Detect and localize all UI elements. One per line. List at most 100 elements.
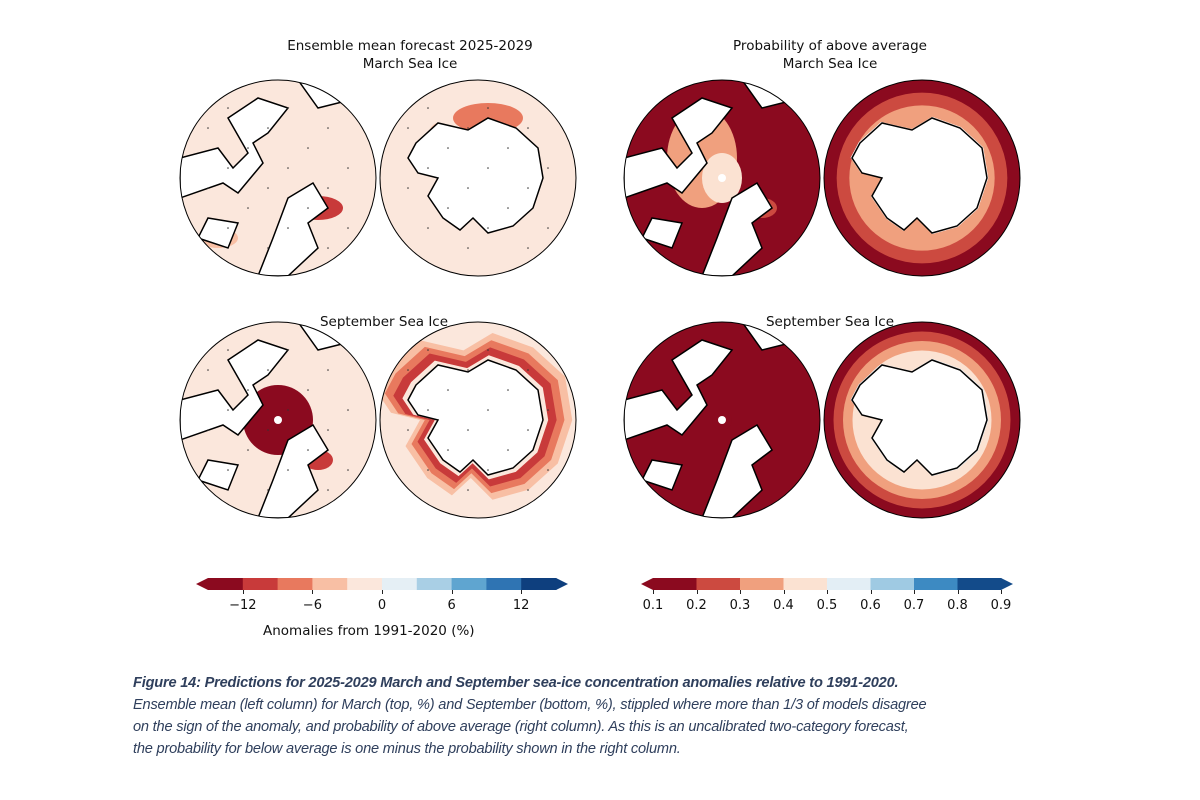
stipple-dot bbox=[547, 227, 549, 229]
colorbar-bin bbox=[827, 578, 871, 590]
colorbar-tick bbox=[242, 590, 244, 594]
title-line: Probability of above average bbox=[733, 38, 927, 54]
colorbar-swatches bbox=[196, 578, 568, 590]
colorbar-tick bbox=[957, 590, 959, 594]
colorbar-bin bbox=[653, 578, 697, 590]
land-outline bbox=[196, 459, 240, 491]
land-outline bbox=[640, 217, 684, 249]
map-border bbox=[379, 79, 577, 277]
colorbar-bin bbox=[696, 578, 741, 590]
polar-map-panel bbox=[380, 322, 576, 518]
colorbar-extend-max bbox=[1001, 578, 1013, 590]
stipple-dot bbox=[307, 207, 309, 209]
colorbar-tick bbox=[451, 590, 453, 594]
right-column-title: Probability of above average March Sea I… bbox=[630, 37, 1030, 73]
colorbar-bin bbox=[208, 578, 244, 590]
map-border bbox=[623, 79, 821, 277]
colorbar-tick bbox=[653, 590, 654, 594]
colorbar-bin bbox=[242, 578, 279, 590]
colorbar-extend-min bbox=[641, 578, 653, 590]
stipple-dot bbox=[427, 227, 429, 229]
stipple-dot bbox=[307, 147, 309, 149]
polar-map-panel bbox=[180, 322, 376, 518]
stipple-dot bbox=[287, 409, 289, 411]
stipple-dot bbox=[227, 349, 229, 351]
colorbar-tick bbox=[740, 590, 741, 594]
land-outline bbox=[180, 339, 290, 442]
stipple-dot bbox=[547, 469, 549, 471]
stipple-dot bbox=[527, 369, 529, 371]
stipple-dot bbox=[427, 107, 429, 109]
map-border bbox=[179, 79, 377, 277]
colorbar-bin bbox=[347, 578, 383, 590]
left-bottom-title: September Sea Ice bbox=[319, 314, 449, 330]
stipple-dot bbox=[347, 167, 349, 169]
stipple-dot bbox=[507, 147, 509, 149]
stipple-dot bbox=[287, 167, 289, 169]
stipple-dot bbox=[487, 469, 489, 471]
colorbar-bin bbox=[783, 578, 828, 590]
caption-line: Ensemble mean (left column) for March (t… bbox=[133, 697, 927, 713]
colorbar-bin bbox=[312, 578, 348, 590]
land-outline bbox=[700, 181, 773, 276]
land-outline bbox=[180, 97, 290, 200]
stipple-dot bbox=[467, 429, 469, 431]
stipple-dot bbox=[427, 469, 429, 471]
stipple-dot bbox=[527, 489, 529, 491]
stipple-dot bbox=[267, 489, 269, 491]
colorbar-tick bbox=[1001, 590, 1002, 594]
anomaly-colorbar: −12 −6 0 6 12 bbox=[196, 578, 568, 638]
polar-map-panel bbox=[624, 80, 820, 276]
stipple-dot bbox=[327, 429, 329, 431]
stipple-dot bbox=[267, 247, 269, 249]
stipple-dot bbox=[207, 429, 209, 431]
colorbar-tick-label: 0.3 bbox=[729, 598, 751, 613]
stipple-dot bbox=[447, 389, 449, 391]
polar-map-panel bbox=[824, 80, 1020, 276]
colorbar-tick-label: 12 bbox=[512, 598, 530, 613]
colorbar-bin bbox=[957, 578, 1002, 590]
caption-line: the probability for below average is one… bbox=[133, 741, 681, 757]
stipple-dot bbox=[527, 247, 529, 249]
stipple-dot bbox=[487, 409, 489, 411]
stipple-dot bbox=[247, 207, 249, 209]
probability-colorbar: 0.1 0.2 0.3 0.4 0.5 0.6 0.7 0.8 0.9 bbox=[641, 578, 1013, 638]
land-outline bbox=[640, 459, 684, 491]
title-line: March Sea Ice bbox=[782, 56, 878, 72]
stipple-dot bbox=[487, 107, 489, 109]
stipple-dot bbox=[327, 187, 329, 189]
colorbar-bin bbox=[486, 578, 522, 590]
stipple-dot bbox=[327, 489, 329, 491]
land-outline bbox=[624, 339, 734, 442]
land-outline bbox=[700, 423, 773, 518]
stipple-dot bbox=[227, 469, 229, 471]
polar-map-panel bbox=[380, 80, 576, 276]
stipple-dot bbox=[487, 167, 489, 169]
stipple-dot bbox=[287, 469, 289, 471]
stipple-dot bbox=[407, 369, 409, 371]
stipple-dot bbox=[347, 227, 349, 229]
colorbar-tick-label: 0.7 bbox=[903, 598, 925, 613]
figure-caption: Figure 14: Predictions for 2025-2029 Mar… bbox=[133, 672, 1093, 760]
land-outline bbox=[196, 217, 240, 249]
stipple-dot bbox=[207, 127, 209, 129]
colorbar-tick bbox=[521, 590, 523, 594]
stipple-dot bbox=[327, 369, 329, 371]
colorbar-tick-label: 0.9 bbox=[990, 598, 1012, 613]
stipple-dot bbox=[347, 469, 349, 471]
land-outline bbox=[624, 97, 734, 200]
stipple-dot bbox=[527, 429, 529, 431]
colorbar-bin bbox=[521, 578, 557, 590]
antarctica-outline bbox=[851, 117, 988, 234]
colorbar-tick-label: 0.5 bbox=[816, 598, 838, 613]
stipple-dot bbox=[347, 409, 349, 411]
colorbar-tick-label: 0.6 bbox=[860, 598, 881, 613]
title-line: Ensemble mean forecast 2025-2029 bbox=[287, 38, 533, 54]
stipple-dot bbox=[307, 449, 309, 451]
stipple-dot bbox=[467, 127, 469, 129]
map-border bbox=[179, 321, 377, 519]
stipple-dot bbox=[507, 389, 509, 391]
colorbar-tick-label: 0.8 bbox=[947, 598, 968, 613]
colorbar-tick-label: 0 bbox=[377, 598, 387, 613]
polar-map-panel bbox=[624, 322, 820, 518]
